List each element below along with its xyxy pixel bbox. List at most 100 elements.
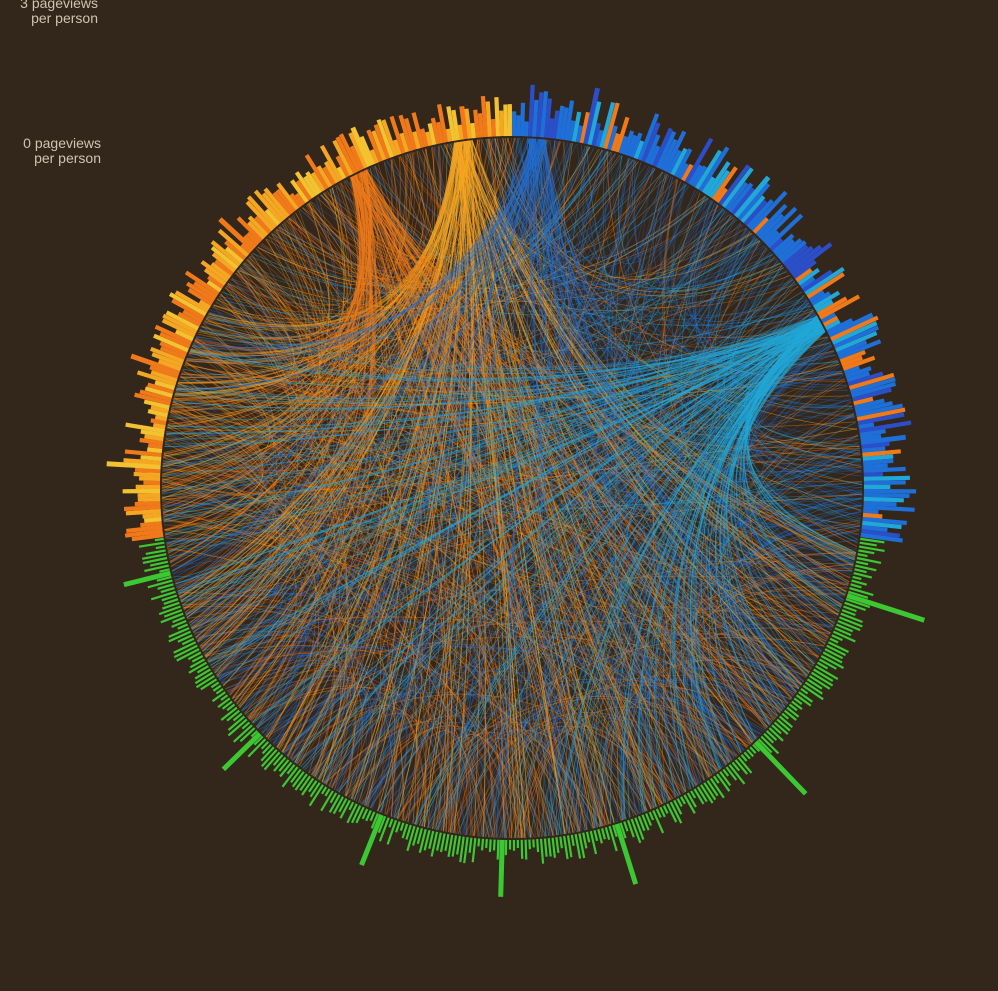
chord-link xyxy=(166,168,373,545)
radial-bar-blue xyxy=(698,146,730,192)
chord-link xyxy=(209,311,824,368)
chord-link xyxy=(220,139,545,684)
radial-bar-green xyxy=(737,756,753,774)
radial-bar-green xyxy=(858,549,875,555)
radial-bar-green xyxy=(200,678,218,691)
chord-link xyxy=(417,150,765,286)
radial-bar-orange xyxy=(420,128,429,148)
radial-bar-green xyxy=(253,735,264,746)
radial-bar-green xyxy=(760,735,780,755)
radial-bar-green xyxy=(430,831,439,857)
radial-bar-blue xyxy=(737,182,771,221)
radial-bar-green xyxy=(281,766,299,788)
radial-bar-blue xyxy=(787,244,822,273)
radial-bar-orange xyxy=(106,461,161,470)
chord-link xyxy=(435,140,473,830)
radial-bar-orange xyxy=(445,128,453,142)
chord-link xyxy=(162,139,545,512)
radial-bar-green xyxy=(338,798,348,813)
chord-link xyxy=(358,173,431,826)
radial-bar-blue xyxy=(810,291,831,306)
chord-link xyxy=(598,696,755,827)
radial-bar-green xyxy=(468,837,473,853)
chord-link xyxy=(250,678,364,793)
chord-link xyxy=(547,325,823,837)
radial-bar-green xyxy=(196,665,209,674)
radial-bar-green xyxy=(321,786,328,795)
radial-bar-green xyxy=(181,637,195,646)
scale-label-top: 3 pageviews per person xyxy=(20,0,98,26)
radial-bar-blue xyxy=(559,107,569,140)
chord-link xyxy=(339,182,743,284)
chord-link xyxy=(355,174,580,832)
radial-bar-green xyxy=(547,837,552,857)
radial-bar-green xyxy=(436,832,442,851)
chord-link xyxy=(676,208,760,299)
chord-link xyxy=(221,622,814,684)
radial-bar-orange xyxy=(436,104,449,143)
radial-bar-orange xyxy=(319,144,343,182)
chord-link xyxy=(237,270,317,715)
radial-bar-orange xyxy=(246,231,260,246)
chord-link xyxy=(353,175,856,555)
radial-bar-green xyxy=(339,799,351,819)
chord-link xyxy=(351,176,607,826)
chord-link xyxy=(199,138,540,338)
radial-bar-green xyxy=(532,839,535,848)
radial-bar-orange xyxy=(389,115,406,154)
radial-bar-blue xyxy=(659,138,678,171)
chord-link xyxy=(265,175,670,738)
chord-link xyxy=(204,212,330,341)
radial-bar-green xyxy=(188,661,207,674)
radial-bar-orange xyxy=(162,313,198,334)
chord-link xyxy=(345,678,775,797)
radial-bar-orange xyxy=(150,346,185,364)
chord-link xyxy=(544,139,797,694)
radial-bar-green xyxy=(743,751,751,760)
chord-link xyxy=(617,155,773,291)
chord-link xyxy=(205,631,313,733)
chord-link xyxy=(703,251,783,323)
chord-link xyxy=(244,329,825,715)
chord-link xyxy=(207,324,822,662)
chord-link xyxy=(207,370,842,662)
radial-bar-orange xyxy=(153,333,189,353)
chord-link xyxy=(218,138,535,680)
radial-bar-green xyxy=(659,806,666,818)
chord-link xyxy=(284,221,579,832)
radial-bar-orange xyxy=(198,299,211,310)
chord-link xyxy=(360,171,713,776)
radial-bar-green xyxy=(845,598,871,609)
radial-bar-blue xyxy=(862,458,894,465)
chord-link xyxy=(177,383,831,634)
chord-link xyxy=(367,168,813,326)
chord-link xyxy=(281,223,417,824)
chord-link xyxy=(265,460,861,737)
chord-link xyxy=(748,579,840,620)
radial-bar-blue xyxy=(804,266,845,296)
radial-bar-green xyxy=(578,833,586,859)
radial-bar-blue xyxy=(731,187,755,216)
chord-link xyxy=(240,139,547,295)
chord-link xyxy=(310,164,398,269)
chord-link xyxy=(694,204,853,408)
radial-bar-green xyxy=(158,605,181,616)
radial-bar-blue xyxy=(603,102,620,150)
chord-link xyxy=(369,319,820,809)
radial-bar-green xyxy=(855,564,877,572)
chord-link xyxy=(173,139,542,579)
radial-bar-orange xyxy=(200,260,229,283)
radial-bar-blue xyxy=(851,381,897,398)
chord-link xyxy=(163,320,820,521)
chord-link xyxy=(209,152,612,326)
chord-link xyxy=(294,632,823,763)
radial-bar-green xyxy=(749,746,757,754)
radial-bar-orange xyxy=(150,405,169,414)
radial-bar-green xyxy=(648,811,655,821)
radial-bar-orange xyxy=(136,370,177,387)
radial-bar-blue xyxy=(862,449,901,457)
radial-bar-green xyxy=(722,768,730,777)
radial-bar-orange xyxy=(373,124,391,160)
chord-link xyxy=(237,197,709,310)
radial-bar-green xyxy=(123,570,172,588)
